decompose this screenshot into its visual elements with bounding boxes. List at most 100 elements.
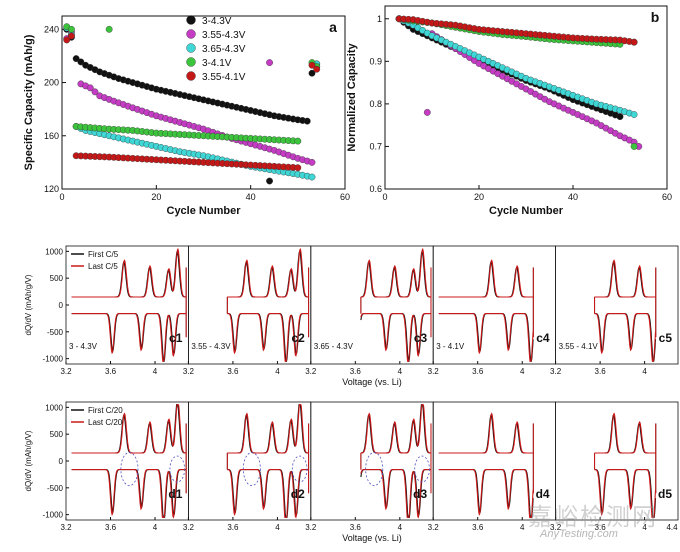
y-tick-label: 200 bbox=[44, 78, 59, 88]
data-point bbox=[68, 25, 75, 33]
y-tick-label: -500 bbox=[47, 328, 64, 337]
charge-curve bbox=[227, 248, 309, 298]
x-tick-label: 4 bbox=[398, 523, 403, 532]
x-tick-label: 3.6 bbox=[350, 523, 362, 532]
range-label: 3.55 - 4.1V bbox=[559, 342, 599, 351]
y-tick-label: 0.7 bbox=[369, 141, 382, 151]
legend-label: 3-4.3V bbox=[202, 16, 232, 27]
data-point bbox=[86, 84, 94, 92]
x-axis-title: Voltage (vs. Li) bbox=[342, 533, 402, 543]
data-point bbox=[630, 143, 638, 150]
x-tick-label: 4 bbox=[520, 367, 525, 376]
discharge-curve bbox=[594, 313, 657, 362]
subplot-frame bbox=[310, 401, 434, 521]
y-tick-label: 0.6 bbox=[369, 184, 382, 194]
x-tick-label: 3.6 bbox=[105, 367, 117, 376]
x-tick-label: 4 bbox=[275, 367, 280, 376]
data-point bbox=[308, 69, 316, 77]
x-tick-label: 4 bbox=[398, 367, 403, 376]
x-tick-label: 40 bbox=[568, 192, 578, 202]
x-tick-label: 3.6 bbox=[227, 367, 239, 376]
discharge-curve bbox=[71, 313, 186, 362]
subpanel-label: c5 bbox=[659, 331, 673, 345]
subpanel-label: c3 bbox=[414, 331, 428, 345]
x-tick-label: 3.6 bbox=[595, 523, 607, 532]
x-tick-label: 0 bbox=[382, 192, 387, 202]
x-tick-label: 3.2 bbox=[305, 367, 317, 376]
y-axis-title: dQ/dV (mAh/g/V) bbox=[24, 274, 33, 335]
x-tick-label: 3.2 bbox=[305, 523, 317, 532]
y-tick-label: 0 bbox=[59, 457, 64, 466]
y-tick-label: 1000 bbox=[45, 247, 63, 256]
charge-curve bbox=[360, 404, 431, 454]
x-tick-label: 3.6 bbox=[227, 523, 239, 532]
highlight-ellipse bbox=[291, 455, 308, 483]
x-tick-label: 3.6 bbox=[595, 367, 607, 376]
charge-curve bbox=[71, 404, 186, 454]
y-tick-label: 0 bbox=[59, 301, 64, 310]
y-axis-title: dQ/dV (mAh/g/V) bbox=[24, 430, 33, 491]
x-tick-label: 3.2 bbox=[183, 367, 195, 376]
watermark: 嘉峪检测网 bbox=[528, 503, 658, 531]
charge-curve bbox=[71, 248, 186, 298]
panel-c: 1000 500 0 -500 -1000 dQ/dV (mAh/g/V) 3.2 3.6 4 c… bbox=[24, 245, 679, 387]
data-point bbox=[303, 117, 311, 125]
y-tick-label: 500 bbox=[50, 274, 64, 283]
legend-label: First C/20 bbox=[88, 406, 123, 415]
x-tick-label: 4 bbox=[642, 367, 647, 376]
data-point bbox=[616, 113, 624, 121]
subpanel-label: d4 bbox=[536, 487, 550, 501]
legend-label: 3.65-4.3V bbox=[202, 44, 246, 55]
charge-curve bbox=[227, 404, 309, 454]
data-point bbox=[294, 137, 302, 145]
y-tick-label: 500 bbox=[50, 430, 64, 439]
x-tick-label: 4 bbox=[153, 523, 158, 532]
x-axis-title: Voltage (vs. Li) bbox=[342, 377, 402, 387]
discharge-curve bbox=[227, 469, 309, 519]
range-label: 3.55 - 4.3V bbox=[191, 342, 231, 351]
legend-label: Last C/5 bbox=[88, 262, 118, 271]
y-tick-label: 240 bbox=[44, 24, 59, 34]
data-point bbox=[105, 25, 113, 33]
data-point bbox=[63, 36, 71, 44]
subpanel-label: c4 bbox=[536, 331, 550, 345]
highlight-ellipse bbox=[169, 455, 186, 483]
legend-label: 3-4.1V bbox=[202, 58, 232, 69]
y-axis-title: Normalized Capacity bbox=[346, 43, 358, 152]
y-tick-label: 120 bbox=[44, 184, 59, 194]
discharge-curve bbox=[594, 469, 657, 518]
y-tick-label: 160 bbox=[44, 131, 59, 141]
data-point bbox=[308, 173, 316, 181]
data-point bbox=[68, 32, 75, 40]
charge-curve bbox=[594, 259, 656, 298]
legend-marker bbox=[186, 15, 196, 25]
data-point bbox=[313, 65, 321, 73]
panel-b: 0 20 40 60 0.6 0.7 0.8 0.9 1 Cycle Number Normaliz… bbox=[346, 5, 672, 217]
x-tick-label: 3.2 bbox=[428, 523, 440, 532]
panel-d: 1000 500 0 -500 -1000 dQ/dV (mAh/g/V) 3.2 3.6 4 d… bbox=[24, 401, 679, 543]
y-tick-label: 1 bbox=[377, 14, 382, 24]
charge-curve bbox=[360, 248, 431, 298]
subpanel-label: d5 bbox=[658, 487, 672, 501]
legend-marker bbox=[186, 71, 196, 81]
charge-curve bbox=[227, 404, 309, 454]
data-point bbox=[423, 108, 431, 116]
discharge-curve bbox=[438, 469, 534, 518]
x-tick-label: 3.2 bbox=[550, 367, 562, 376]
subpanel-label: d2 bbox=[291, 487, 305, 501]
data-point bbox=[308, 158, 316, 166]
x-tick-label: 3.6 bbox=[105, 523, 117, 532]
subplot-frame bbox=[65, 401, 189, 521]
data-point bbox=[294, 164, 302, 172]
panel-label: b bbox=[651, 9, 660, 25]
legend-label: 3.55-4.3V bbox=[202, 30, 246, 41]
discharge-curve bbox=[360, 469, 431, 519]
plot-frame bbox=[61, 15, 346, 190]
x-tick-label: 3.6 bbox=[472, 367, 484, 376]
data-point bbox=[630, 111, 638, 118]
x-tick-label: 4 bbox=[275, 523, 280, 532]
charge-curve bbox=[594, 261, 656, 298]
highlight-ellipse bbox=[365, 452, 384, 486]
x-tick-label: 4 bbox=[153, 367, 158, 376]
watermark-url: AnyTesting.com bbox=[540, 528, 618, 540]
